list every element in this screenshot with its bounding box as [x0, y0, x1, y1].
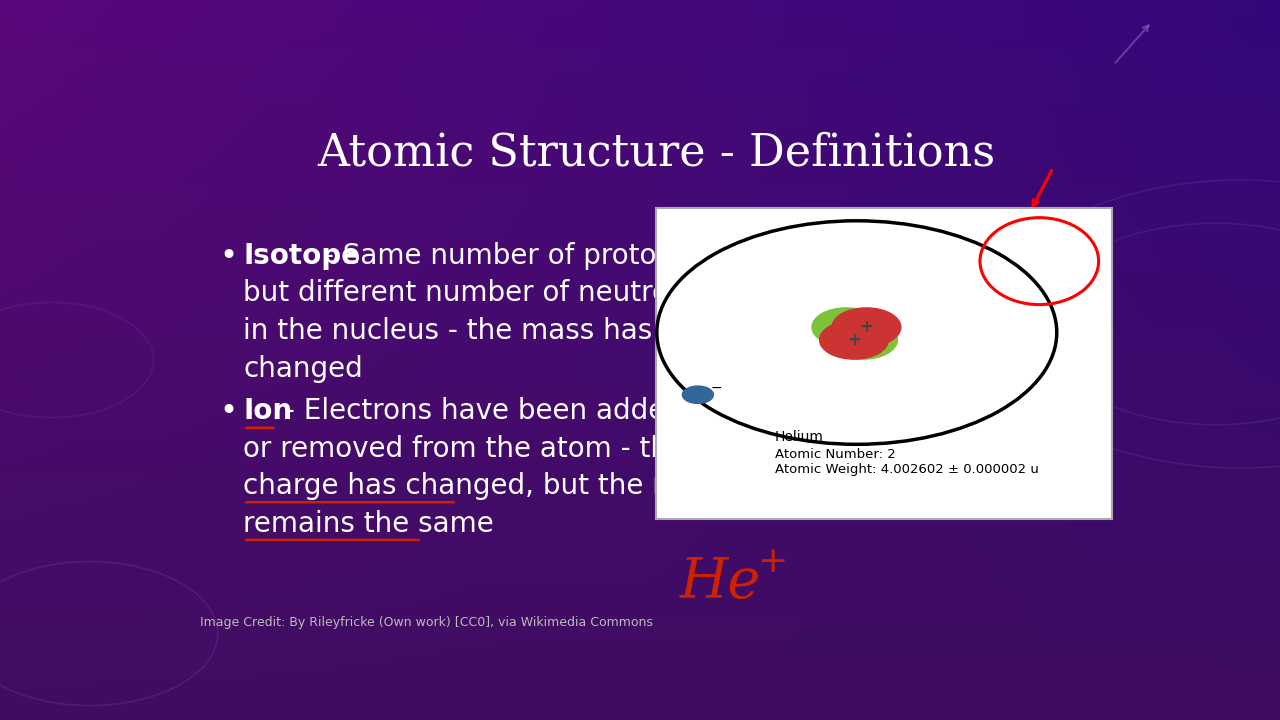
Text: - Electrons have been added to: - Electrons have been added to	[276, 397, 719, 425]
Text: Atomic Number: 2: Atomic Number: 2	[774, 448, 896, 461]
Circle shape	[832, 308, 901, 346]
Text: −: −	[710, 381, 723, 395]
Text: Helium: Helium	[774, 430, 823, 444]
Circle shape	[828, 320, 897, 359]
Text: or removed from the atom - the: or removed from the atom - the	[243, 435, 685, 462]
FancyBboxPatch shape	[657, 208, 1112, 519]
Text: in the nucleus - the mass has: in the nucleus - the mass has	[243, 317, 653, 345]
Text: •: •	[220, 242, 238, 271]
Text: He: He	[680, 555, 762, 610]
Text: Atomic Weight: 4.002602 ± 0.000002 u: Atomic Weight: 4.002602 ± 0.000002 u	[774, 463, 1038, 476]
Text: Ion: Ion	[243, 397, 292, 425]
Text: +: +	[756, 544, 787, 579]
Text: but different number of neutrons: but different number of neutrons	[243, 279, 701, 307]
Text: +: +	[847, 331, 861, 349]
Circle shape	[682, 386, 713, 403]
Text: Image Credit: By Rileyfricke (Own work) [CC0], via Wikimedia Commons: Image Credit: By Rileyfricke (Own work) …	[200, 616, 653, 629]
Text: •: •	[220, 397, 238, 426]
Text: remains the same: remains the same	[243, 510, 494, 538]
Text: Atomic Structure - Definitions: Atomic Structure - Definitions	[317, 131, 995, 174]
Text: charge has changed, but the mass: charge has changed, but the mass	[243, 472, 726, 500]
Text: - Same number of protons,: - Same number of protons,	[315, 242, 698, 269]
Text: +: +	[859, 318, 873, 336]
Circle shape	[819, 320, 888, 359]
Text: changed: changed	[243, 355, 364, 383]
Text: Isotope: Isotope	[243, 242, 361, 269]
Circle shape	[812, 308, 881, 346]
